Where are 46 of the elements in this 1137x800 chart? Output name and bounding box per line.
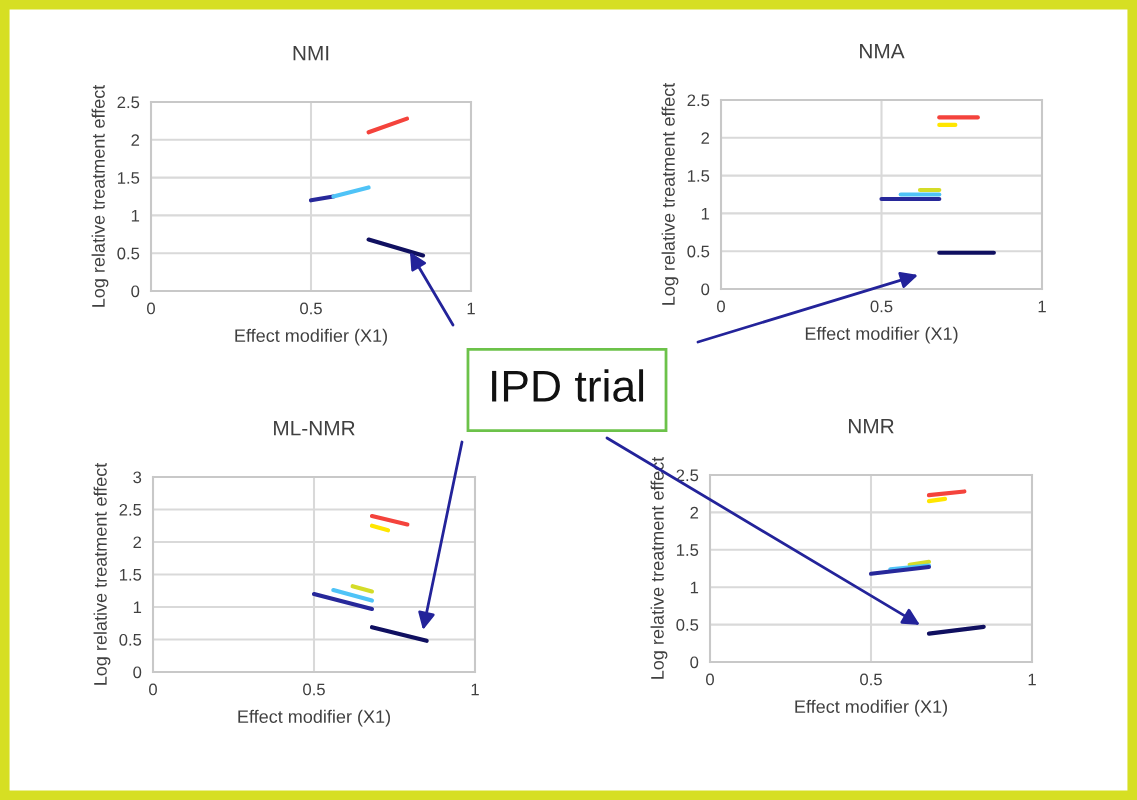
y-tick-label: 3: [133, 471, 142, 484]
x-tick-label: 0: [147, 302, 155, 315]
y-tick-label: 0: [131, 285, 140, 298]
y-tick-label: 2.5: [119, 503, 142, 516]
x-axis-title: Effect modifier (X1): [235, 328, 387, 346]
y-tick-label: 2.5: [687, 94, 710, 107]
chart-title: NMI: [293, 46, 329, 61]
y-tick-label: 2: [690, 506, 699, 519]
y-tick-label: 2: [131, 134, 140, 146]
y-tick-label: 2.5: [117, 96, 140, 109]
y-tick-label: 2: [133, 536, 142, 549]
x-tick-label: 1: [471, 683, 479, 696]
x-tick-label: 0.5: [303, 683, 325, 696]
x-tick-label: 1: [1038, 300, 1046, 313]
chart-title: NMR: [848, 419, 894, 434]
x-tick-label: 0.5: [860, 673, 882, 686]
y-tick-label: 0.5: [676, 619, 699, 631]
y-tick-label: 0.5: [117, 247, 140, 260]
y-tick-label: 0: [690, 656, 699, 669]
y-tick-label: 1.5: [117, 172, 140, 184]
x-tick-label: 0: [717, 300, 725, 313]
y-tick-label: 1.5: [676, 544, 699, 556]
y-tick-label: 1.5: [119, 569, 142, 581]
y-axis-title: Log relative treatment effect: [661, 82, 679, 305]
y-axis-title: Log relative treatment effect: [91, 84, 109, 307]
x-tick-label: 1: [467, 302, 475, 315]
x-axis-title: Effect modifier (X1): [805, 326, 958, 344]
y-tick-label: 0: [701, 283, 710, 296]
y-tick-label: 1.5: [687, 170, 710, 182]
x-tick-label: 0.5: [300, 302, 322, 315]
y-tick-label: 2: [701, 132, 710, 144]
y-tick-label: 0.5: [687, 245, 710, 258]
y-tick-label: 1: [690, 581, 699, 594]
y-tick-label: 1: [131, 209, 140, 222]
x-tick-label: 0: [149, 683, 157, 696]
y-tick-label: 1: [701, 207, 710, 220]
chart-title: ML-NMR: [274, 421, 355, 436]
x-tick-label: 0.5: [870, 300, 893, 313]
chart-title: NMA: [860, 44, 905, 59]
x-axis-title: Effect modifier (X1): [238, 709, 390, 727]
y-tick-label: 1: [133, 601, 142, 614]
y-tick-label: 0.5: [119, 633, 142, 646]
y-axis-title: Log relative treatment effect: [93, 462, 111, 685]
text: IPD trial: [492, 369, 644, 402]
x-axis-title: Effect modifier (X1): [795, 699, 947, 717]
x-tick-label: 1: [1028, 673, 1036, 686]
